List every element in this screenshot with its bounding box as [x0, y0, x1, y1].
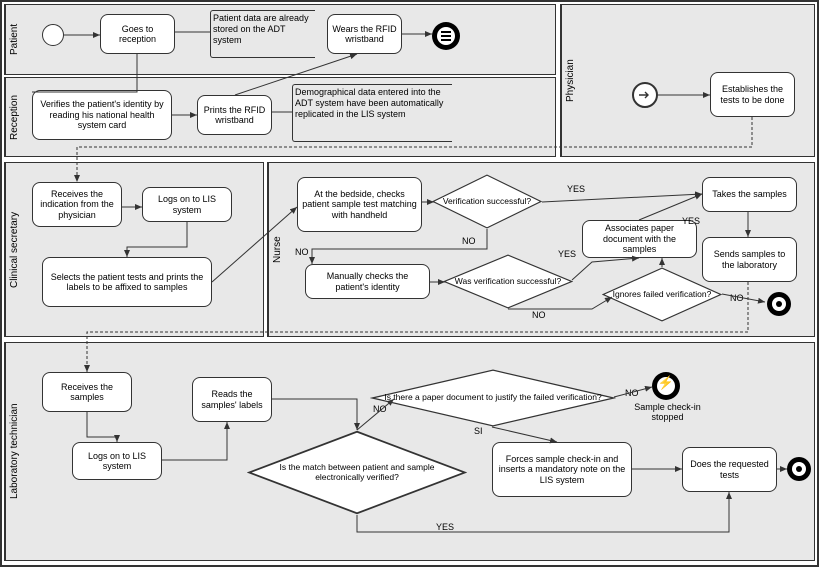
bpmn-diagram: Patient Reception Physician Clinical sec…: [0, 0, 819, 567]
lane-label-patient: Patient: [5, 5, 23, 74]
task-logs-on-lis-lab: Logs on to LIS system: [72, 442, 162, 480]
gateway-electronically-verified: Is the match between patient and sample …: [247, 430, 467, 515]
annotation-demographic-replicated: Demographical data entered into the ADT …: [292, 84, 452, 142]
gateway-verification-2: Was verification successful?: [443, 254, 573, 309]
task-prints-wristband: Prints the RFID wristband: [197, 95, 272, 135]
gateway-label: Verification successful?: [433, 197, 541, 206]
lane-label-physician: Physician: [561, 5, 579, 156]
gateway-paper-document: Is there a paper document to justify the…: [370, 369, 616, 427]
edge-label-yes: YES: [567, 184, 585, 194]
lane-label-nurse: Nurse: [268, 163, 286, 336]
task-logs-on-lis-clin: Logs on to LIS system: [142, 187, 232, 222]
task-reads-labels: Reads the samples' labels: [192, 377, 272, 422]
task-takes-samples: Takes the samples: [702, 177, 797, 212]
error-event-stopped: ⚡: [652, 372, 680, 400]
lane-label-lab: Laboratory technician: [5, 343, 23, 560]
task-goes-to-reception: Goes to reception: [100, 14, 175, 54]
gateway-label: Is the match between patient and sample …: [247, 463, 467, 482]
edge-label-no: NO: [532, 310, 546, 320]
edge-label-no: NO: [295, 247, 309, 257]
end-event-lab: [787, 457, 811, 481]
gateway-label: Was verification successful?: [445, 277, 571, 286]
lane-label-clinical: Clinical secretary: [5, 163, 23, 336]
task-selects-prints-labels: Selects the patient tests and prints the…: [42, 257, 212, 307]
gateway-verification-1: Verification successful?: [432, 174, 542, 229]
task-sends-samples: Sends samples to the laboratory: [702, 237, 797, 282]
task-associate-paper: Associates paper document with the sampl…: [582, 220, 697, 258]
edge-label-no: NO: [373, 404, 387, 414]
task-does-tests: Does the requested tests: [682, 447, 777, 492]
edge-label-yes: YES: [682, 216, 700, 226]
end-event-nurse: [767, 292, 791, 316]
end-event-patient: [432, 22, 460, 50]
task-receives-samples: Receives the samples: [42, 372, 132, 412]
edge-label-yes: YES: [436, 522, 454, 532]
start-event-physician: [632, 82, 658, 108]
task-bedside-check: At the bedside, checks patient sample te…: [297, 177, 422, 232]
start-event-patient: [42, 24, 64, 46]
annotation-adt-stored: Patient data are already stored on the A…: [210, 10, 315, 58]
lane-label-reception: Reception: [5, 78, 23, 156]
task-forces-checkin: Forces sample check-in and inserts a man…: [492, 442, 632, 497]
task-verify-identity: Verifies the patient's identity by readi…: [32, 90, 172, 140]
edge-label-yes: YES: [558, 249, 576, 259]
caption-checkin-stopped: Sample check-in stopped: [620, 402, 715, 422]
edge-label-no: NO: [730, 293, 744, 303]
gateway-label: Is there a paper document to justify the…: [374, 393, 611, 402]
task-establishes-tests: Establishes the tests to be done: [710, 72, 795, 117]
gateway-label: Ignores failed verification?: [603, 290, 722, 299]
edge-label-no: NO: [625, 388, 639, 398]
edge-label-no: NO: [462, 236, 476, 246]
task-wears-wristband: Wears the RFID wristband: [327, 14, 402, 54]
task-receives-indication: Receives the indication from the physici…: [32, 182, 122, 227]
edge-label-si: SI: [474, 426, 483, 436]
task-manual-identity: Manually checks the patient's identity: [305, 264, 430, 299]
